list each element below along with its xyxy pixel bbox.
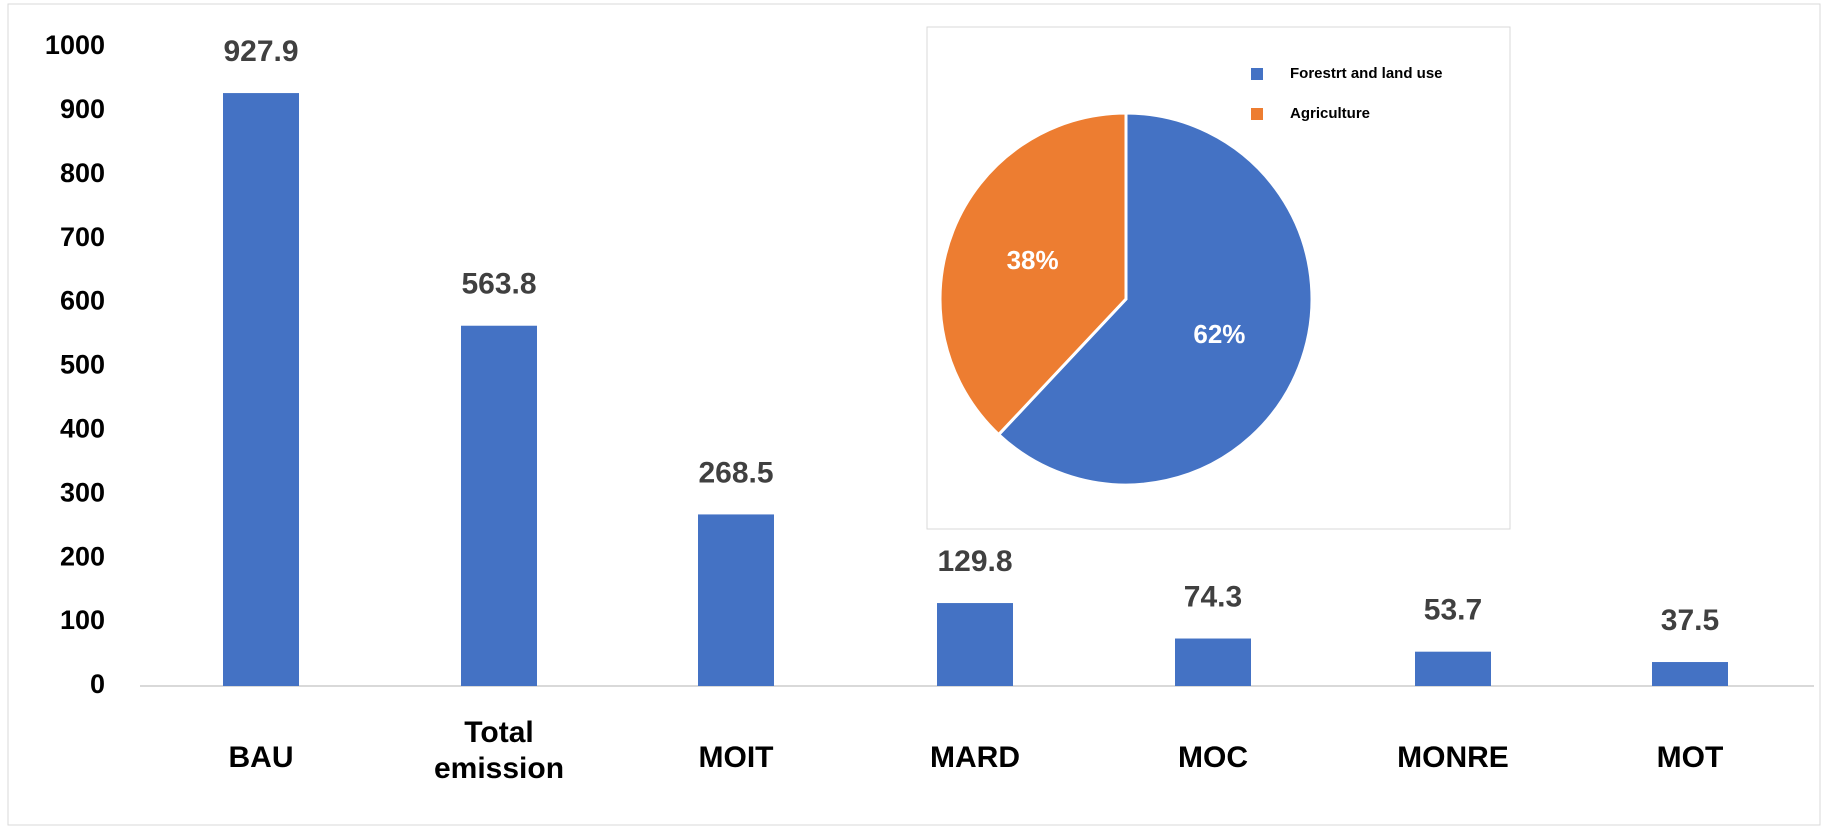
frame	[7, 3, 1821, 826]
x-tick-label: MOT	[1656, 741, 1724, 774]
data-label: 129.8	[937, 545, 1012, 578]
y-tick-label: 100	[60, 605, 105, 635]
x-tick-label: MONRE	[1397, 741, 1509, 774]
x-tick-label: BAU	[228, 741, 294, 774]
data-label: 53.7	[1424, 594, 1482, 627]
legend-swatch	[1251, 108, 1263, 120]
bar	[937, 603, 1013, 686]
data-label: 563.8	[461, 268, 536, 301]
slice-label: 62%	[1193, 319, 1245, 349]
legend-label: Agriculture	[1290, 105, 1370, 122]
bar	[461, 325, 537, 686]
y-tick-label: 300	[60, 477, 105, 507]
bar	[223, 93, 299, 686]
y-tick-label: 200	[60, 541, 105, 571]
y-tick-label: 800	[60, 158, 105, 188]
bar	[698, 514, 774, 686]
data-label: 74.3	[1184, 580, 1242, 613]
pie-slice	[996, 111, 1314, 487]
y-tick-label: 700	[60, 222, 105, 252]
x-tick-label: MARD	[930, 741, 1020, 774]
data-label: 37.5	[1661, 604, 1719, 637]
data-label: 268.5	[698, 456, 773, 489]
pie-slice	[938, 111, 1128, 437]
y-tick-label: 500	[60, 350, 105, 380]
y-tick-label: 600	[60, 286, 105, 316]
x-tick-label: MOIT	[698, 741, 774, 774]
y-tick-label: 1000	[45, 30, 105, 60]
legend-swatch	[1251, 68, 1263, 80]
slice-label: 38%	[1007, 245, 1059, 275]
x-tick-label: MOC	[1178, 741, 1248, 774]
y-tick-label: 400	[60, 414, 105, 444]
bar	[1652, 662, 1728, 686]
legend-label: Forestrt and land use	[1290, 65, 1443, 82]
bar	[1415, 651, 1491, 686]
x-tick-label: Total emission	[433, 716, 565, 785]
y-tick-label: 0	[90, 669, 105, 699]
data-label: 927.9	[223, 35, 298, 68]
bar	[1175, 638, 1251, 686]
y-tick-label: 900	[60, 94, 105, 124]
